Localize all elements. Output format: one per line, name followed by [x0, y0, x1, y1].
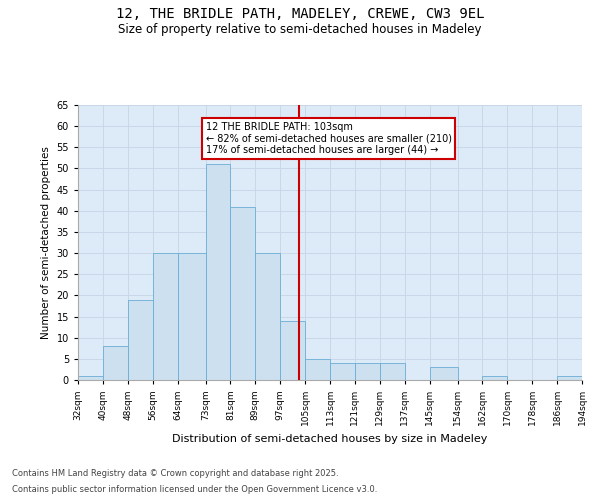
Bar [305, 359, 330, 380]
Bar [482, 376, 508, 380]
Bar [355, 363, 380, 380]
Bar [256, 253, 280, 380]
Text: 12 THE BRIDLE PATH: 103sqm
← 82% of semi-detached houses are smaller (210)
17% o: 12 THE BRIDLE PATH: 103sqm ← 82% of semi… [206, 122, 452, 155]
Bar [557, 376, 582, 380]
Text: Size of property relative to semi-detached houses in Madeley: Size of property relative to semi-detach… [118, 22, 482, 36]
Bar [178, 253, 206, 380]
Bar [152, 253, 178, 380]
Bar [380, 363, 404, 380]
Bar [103, 346, 128, 380]
Text: Contains HM Land Registry data © Crown copyright and database right 2025.: Contains HM Land Registry data © Crown c… [12, 468, 338, 477]
Bar [280, 321, 305, 380]
Bar [230, 206, 256, 380]
Bar [78, 376, 103, 380]
Bar [330, 363, 355, 380]
Text: 12, THE BRIDLE PATH, MADELEY, CREWE, CW3 9EL: 12, THE BRIDLE PATH, MADELEY, CREWE, CW3… [116, 8, 484, 22]
Text: Contains public sector information licensed under the Open Government Licence v3: Contains public sector information licen… [12, 485, 377, 494]
Y-axis label: Number of semi-detached properties: Number of semi-detached properties [41, 146, 51, 339]
Bar [206, 164, 230, 380]
X-axis label: Distribution of semi-detached houses by size in Madeley: Distribution of semi-detached houses by … [172, 434, 488, 444]
Bar [430, 368, 458, 380]
Bar [128, 300, 152, 380]
